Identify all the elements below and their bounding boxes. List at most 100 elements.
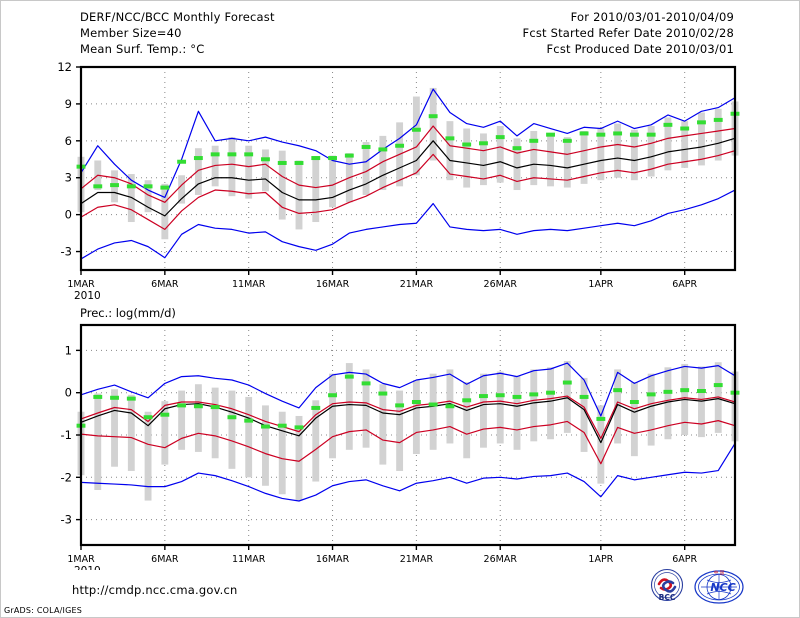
spread-bar (194, 148, 202, 195)
climatology-dash (93, 394, 103, 399)
y-tick-label: -3 (61, 513, 72, 527)
spread-bar (547, 133, 554, 187)
climatology-dash (344, 153, 354, 158)
climatology-dash (227, 415, 237, 420)
spread-bar (614, 123, 622, 178)
precipitation-chart: -3 -2 -1 0 1 1MAR 6MAR 11MAR 16MAR 21MAR 26MAR 1APR… (0, 290, 800, 570)
climatology-dash (713, 383, 723, 388)
climatology-dash (143, 415, 153, 420)
plot-frame (79, 65, 737, 272)
spread-bar (681, 121, 689, 168)
spread-bar (429, 87, 437, 161)
spread-bar (580, 377, 588, 452)
spread-bar (144, 180, 152, 213)
forecast-period-label: For 2010/03/01-2010/04/09 (570, 10, 734, 24)
series-lower-quartile (80, 150, 736, 230)
temperature-plot-svg: -3 0 3 6 9 12 1MAR 6MAR 11MAR 16MAR 21MAR 26MAR 1APR… (57, 60, 740, 300)
climatology-dash (294, 425, 304, 430)
spread-bar (278, 411, 286, 495)
climatology-dash (428, 114, 438, 119)
climatology-dashes (76, 374, 740, 430)
spread-bar (362, 369, 370, 448)
svg-text:中 国: 中 国 (714, 569, 725, 576)
spread-bar (714, 108, 722, 161)
climatology-dash (193, 156, 203, 161)
y-tick-label: 1 (65, 343, 72, 357)
series-upper-quartile (80, 125, 736, 203)
climatology-dash (361, 381, 371, 386)
x-tick-label: 6APR (672, 279, 697, 290)
spread-bar (580, 130, 588, 184)
climatology-dash (579, 131, 589, 136)
spread-bar (597, 128, 605, 181)
climatology-dash (277, 423, 287, 428)
x-tick-label: 21MAR (400, 279, 434, 290)
climatology-dash (562, 138, 572, 143)
climatology-dash (361, 144, 371, 149)
spread-bar (463, 382, 471, 459)
climatology-dash (495, 135, 505, 140)
x-tick-label: 6MAR (151, 279, 179, 290)
y-tick-label: 3 (65, 171, 72, 185)
climatology-dash (126, 396, 136, 401)
temperature-variable-label: Mean Surf. Temp.: °C (80, 42, 205, 56)
spread-bar (228, 137, 236, 197)
spread-bar (647, 126, 655, 177)
spread-bar (312, 400, 320, 482)
climatology-dash (160, 412, 170, 417)
spread-bar (278, 150, 286, 220)
member-size-label: Member Size=40 (80, 26, 182, 40)
spread-bar (496, 126, 504, 183)
climatology-dash (629, 132, 639, 137)
spread-bar (94, 393, 102, 490)
temperature-chart: -3 0 3 6 9 12 1MAR 6MAR 11MAR 16MAR 21MAR 26MAR 1APR… (0, 0, 800, 300)
climatology-dash (311, 156, 321, 161)
y-tick-label: 0 (65, 208, 72, 222)
spread-bar (262, 149, 269, 192)
x-tick-label: 1APR (588, 279, 613, 290)
climatology-dash (378, 147, 388, 152)
series-maximum (80, 88, 736, 199)
website-url[interactable]: http://cmdp.ncc.cma.gov.cn (72, 583, 238, 597)
spread-bar (530, 369, 538, 442)
spread-bar (664, 117, 672, 171)
spread-bar (161, 401, 169, 465)
climatology-dash (193, 404, 203, 409)
spread-bar (194, 384, 202, 452)
spread-bar (329, 373, 336, 459)
x-axis-year-label: 2010 (74, 565, 101, 570)
spread-bar (312, 158, 320, 223)
climatology-dash (143, 184, 153, 189)
climatology-dash (411, 127, 421, 132)
bcc-logo: BCC (650, 568, 684, 602)
climatology-dash (277, 160, 287, 165)
series-ensemble-mean (80, 397, 736, 444)
climatology-dash (294, 160, 304, 165)
spread-bar (144, 411, 152, 501)
spread-bar (161, 183, 169, 240)
spread-bar (345, 363, 353, 450)
series-minimum (80, 189, 736, 260)
climatology-dash (110, 183, 119, 188)
climatology-dash (261, 424, 270, 429)
climatology-dash (546, 132, 555, 137)
spread-bar (547, 367, 554, 440)
spread-bar (513, 138, 521, 191)
x-tick-label: 16MAR (316, 279, 350, 290)
climatology-dash (697, 120, 706, 125)
y-tick-label: -2 (61, 470, 72, 484)
climatology-dash (411, 400, 421, 404)
climatology-dash (512, 146, 522, 151)
x-tick-label: 26MAR (484, 279, 518, 290)
spread-bar (127, 394, 135, 471)
precipitation-variable-label: Prec.: log(mm/d) (80, 306, 176, 320)
climatology-dash (613, 131, 623, 136)
spread-bar (513, 375, 521, 450)
spread-bar (429, 373, 437, 450)
climatology-dash (227, 152, 237, 157)
series-lower-quartile (80, 420, 736, 465)
x-tick-label: 1APR (588, 554, 613, 565)
svg-text:NCC: NCC (710, 581, 735, 594)
spread-bar (480, 133, 487, 186)
